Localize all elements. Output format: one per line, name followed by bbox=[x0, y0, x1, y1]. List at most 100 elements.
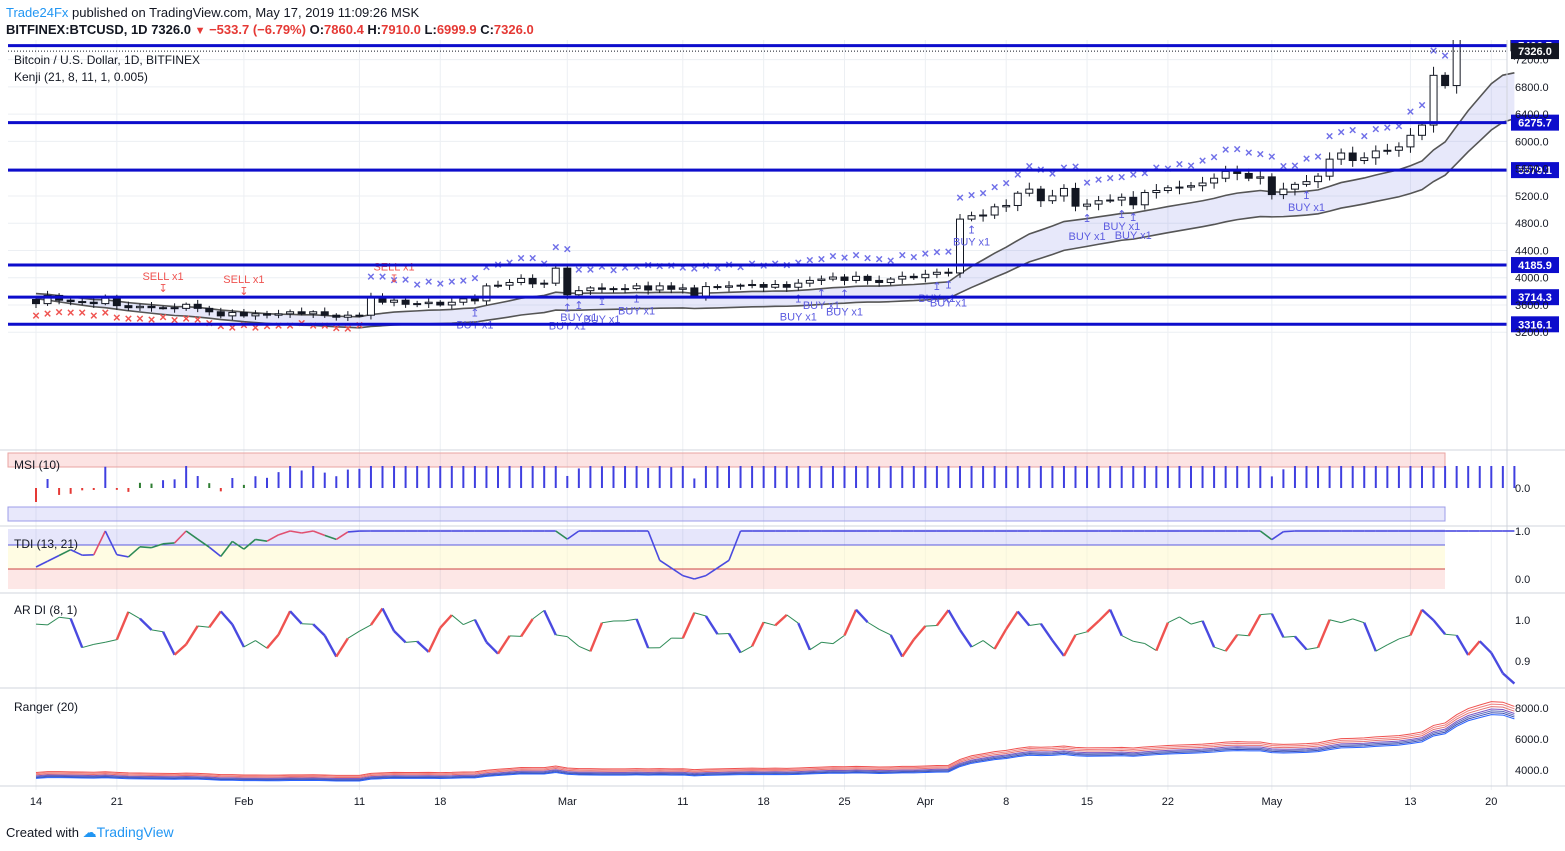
candle[interactable] bbox=[1371, 150, 1380, 159]
candle[interactable] bbox=[1083, 203, 1092, 207]
candle[interactable] bbox=[332, 314, 341, 318]
candle[interactable] bbox=[182, 303, 191, 309]
candle[interactable] bbox=[1429, 74, 1438, 126]
candle[interactable] bbox=[1452, 40, 1461, 87]
candle[interactable] bbox=[574, 290, 583, 296]
candle[interactable] bbox=[852, 275, 861, 281]
candle[interactable] bbox=[494, 284, 502, 287]
candle[interactable] bbox=[990, 206, 999, 216]
candle[interactable] bbox=[563, 267, 572, 296]
candle[interactable] bbox=[309, 311, 318, 315]
candle[interactable] bbox=[655, 285, 664, 291]
candle[interactable] bbox=[609, 288, 618, 291]
candle[interactable] bbox=[1314, 175, 1323, 183]
candle[interactable] bbox=[690, 287, 699, 297]
candle[interactable] bbox=[1233, 170, 1242, 174]
candle[interactable] bbox=[193, 303, 202, 309]
candle[interactable] bbox=[759, 284, 768, 288]
candle[interactable] bbox=[228, 311, 237, 317]
candle[interactable] bbox=[78, 301, 87, 304]
candle[interactable] bbox=[817, 278, 826, 281]
candle[interactable] bbox=[863, 275, 872, 281]
candle[interactable] bbox=[597, 287, 606, 290]
author-link[interactable]: Trade24Fx bbox=[6, 5, 69, 20]
candle[interactable] bbox=[921, 273, 930, 279]
candle[interactable] bbox=[112, 297, 121, 307]
candle[interactable] bbox=[1360, 157, 1369, 162]
price-chart[interactable]: × × × × × × × × × × × × × × × × × × × × ×× × × × × × × × × ×× × × × ×× ×× ×… bbox=[0, 40, 1565, 820]
candle[interactable] bbox=[667, 285, 676, 290]
candle[interactable] bbox=[713, 286, 722, 289]
candle[interactable] bbox=[840, 276, 849, 281]
candle[interactable] bbox=[875, 279, 884, 283]
candle[interactable] bbox=[320, 311, 329, 316]
candle[interactable] bbox=[1152, 189, 1161, 194]
candle[interactable] bbox=[1198, 182, 1207, 187]
candle[interactable] bbox=[782, 284, 791, 288]
candle[interactable] bbox=[898, 275, 907, 280]
candle[interactable] bbox=[436, 301, 445, 306]
candle[interactable] bbox=[678, 287, 687, 290]
candle[interactable] bbox=[748, 284, 757, 287]
candle[interactable] bbox=[1094, 200, 1103, 205]
candle[interactable] bbox=[343, 314, 352, 318]
tradingview-link[interactable]: TradingView bbox=[96, 824, 174, 840]
candle[interactable] bbox=[528, 277, 537, 285]
candle[interactable] bbox=[147, 305, 156, 309]
candle[interactable] bbox=[1325, 158, 1334, 177]
candle[interactable] bbox=[424, 301, 433, 305]
candle[interactable] bbox=[239, 311, 248, 317]
candle[interactable] bbox=[101, 297, 110, 305]
candle[interactable] bbox=[1175, 186, 1184, 189]
candle[interactable] bbox=[586, 287, 595, 292]
candle[interactable] bbox=[89, 301, 98, 305]
candle[interactable] bbox=[886, 278, 895, 283]
candle[interactable] bbox=[794, 282, 803, 288]
candle[interactable] bbox=[447, 301, 456, 306]
candle[interactable] bbox=[1418, 124, 1426, 136]
candle[interactable] bbox=[1348, 152, 1357, 162]
candle[interactable] bbox=[1337, 152, 1346, 160]
candle[interactable] bbox=[621, 288, 630, 291]
candle[interactable] bbox=[413, 303, 422, 306]
candle[interactable] bbox=[909, 275, 918, 279]
candle[interactable] bbox=[1071, 187, 1080, 207]
candle[interactable] bbox=[286, 311, 295, 315]
candle[interactable] bbox=[366, 296, 375, 316]
candle[interactable] bbox=[967, 215, 976, 220]
candle[interactable] bbox=[944, 271, 953, 274]
candle[interactable] bbox=[1256, 176, 1265, 179]
candle[interactable] bbox=[1140, 192, 1149, 206]
candle[interactable] bbox=[1013, 192, 1022, 206]
candle[interactable] bbox=[1221, 170, 1230, 179]
candle[interactable] bbox=[43, 294, 52, 305]
candle[interactable] bbox=[517, 277, 526, 283]
candle[interactable] bbox=[1244, 172, 1253, 179]
candle[interactable] bbox=[632, 285, 641, 290]
candle[interactable] bbox=[1441, 74, 1450, 87]
candle[interactable] bbox=[1406, 134, 1415, 148]
candle[interactable] bbox=[1267, 176, 1276, 196]
candle[interactable] bbox=[1394, 146, 1403, 151]
candle[interactable] bbox=[263, 313, 271, 316]
candle[interactable] bbox=[390, 299, 399, 303]
candle[interactable] bbox=[482, 285, 491, 302]
candle[interactable] bbox=[459, 298, 468, 303]
candle[interactable] bbox=[979, 214, 988, 217]
candle[interactable] bbox=[297, 311, 306, 315]
candle[interactable] bbox=[216, 311, 225, 317]
candle[interactable] bbox=[1129, 196, 1138, 206]
candle[interactable] bbox=[1210, 177, 1219, 184]
candle[interactable] bbox=[805, 279, 814, 284]
candle[interactable] bbox=[1059, 187, 1068, 197]
candle[interactable] bbox=[170, 307, 179, 310]
candle[interactable] bbox=[1163, 187, 1172, 191]
candle[interactable] bbox=[205, 307, 214, 313]
candle[interactable] bbox=[828, 276, 837, 280]
candle[interactable] bbox=[1279, 188, 1288, 196]
candle[interactable] bbox=[355, 314, 364, 317]
candle[interactable] bbox=[1383, 149, 1392, 152]
candle[interactable] bbox=[1117, 196, 1126, 201]
candle[interactable] bbox=[725, 285, 733, 288]
candle[interactable] bbox=[701, 286, 710, 297]
